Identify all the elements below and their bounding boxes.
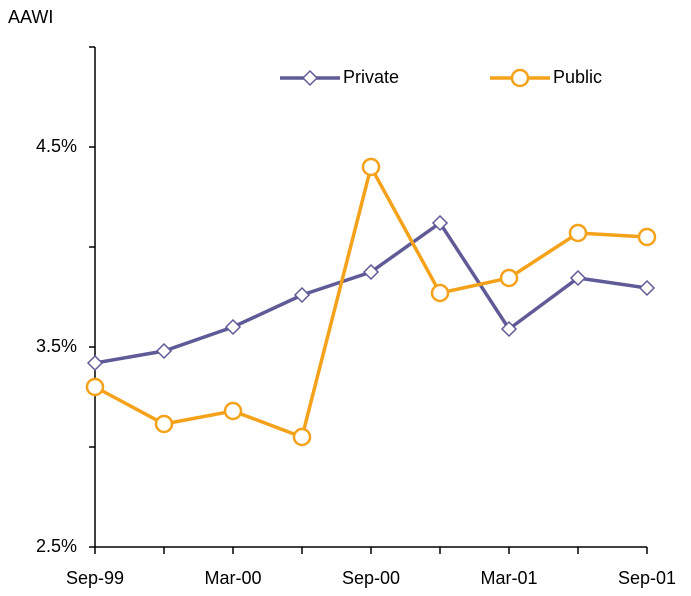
- x-tick-label: Mar-00: [204, 568, 261, 588]
- point: [224, 318, 242, 336]
- y-axis-title: AAWI: [8, 7, 53, 27]
- point: [569, 269, 587, 287]
- point: [154, 414, 174, 434]
- legend-label: Private: [343, 67, 399, 87]
- y-tick-label: 4.5%: [36, 136, 77, 156]
- point: [362, 263, 380, 281]
- series-line: [94, 162, 648, 440]
- point: [568, 223, 588, 243]
- point: [500, 320, 518, 338]
- point: [361, 157, 381, 177]
- point: [293, 286, 311, 304]
- point: [301, 69, 319, 87]
- y-tick-label: 2.5%: [36, 536, 77, 556]
- point: [155, 342, 173, 360]
- point: [85, 377, 105, 397]
- x-tick-label: Sep-99: [66, 568, 124, 588]
- point: [431, 214, 449, 232]
- y-tick-label: 3.5%: [36, 336, 77, 356]
- point: [292, 427, 312, 447]
- point: [223, 401, 243, 421]
- point: [510, 68, 530, 88]
- point: [637, 227, 657, 247]
- x-tick-label: Sep-00: [342, 568, 400, 588]
- point: [86, 354, 104, 372]
- point: [430, 283, 450, 303]
- point: [638, 279, 656, 297]
- x-tick-label: Sep-01: [618, 568, 676, 588]
- legend-label: Public: [553, 67, 602, 87]
- x-tick-label: Mar-01: [480, 568, 537, 588]
- point: [499, 268, 519, 288]
